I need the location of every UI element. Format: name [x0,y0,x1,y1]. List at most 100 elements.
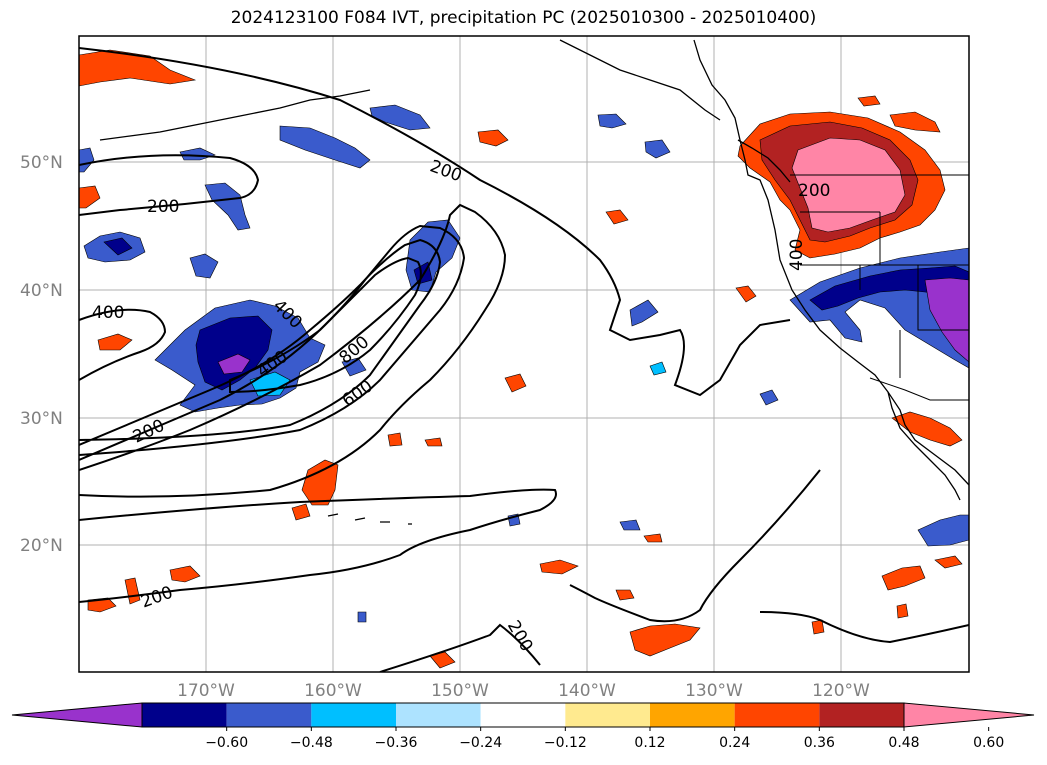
longitude-labels: 170°W 160°W 150°W 140°W 130°W 120°W [177,681,870,701]
state-borders [800,211,969,378]
neg-patch-small5 [629,299,659,327]
contour-label: 200 [147,197,179,217]
colorbar-tick-label: 0.48 [888,735,919,751]
pos-patch-small-g [387,432,403,447]
pos-patch-small-o [629,623,701,657]
contour-label: 400 [787,239,807,271]
pos-patch-pnw-ne [889,111,941,133]
pos-patch-mx4 [811,619,825,635]
pos-patch-small-a [97,333,133,351]
colorbar-tick-label: 0.24 [719,735,750,751]
pos-patch-small-q [735,285,757,303]
neg-patch-small7 [649,361,667,376]
neg-patch-small10 [619,519,641,531]
pos-patch-small-r [857,95,881,107]
lon-label-120w: 120°W [812,681,870,701]
us-mexico-border [869,377,969,401]
contour-200-se [379,611,969,672]
pos-patch-pnw-pink [791,137,906,233]
political-borders [790,174,969,401]
colorbar-swatch [480,703,566,727]
lat-label-50: 50°N [20,153,63,173]
latitude-labels: 50°N 40°N 30°N 20°N [20,153,63,556]
contour-400-west [79,308,167,381]
hawaii-islands [327,513,412,525]
neg-patch-upper3 [179,147,216,161]
colorbar-swatch [226,703,312,727]
pos-patch-small-d [504,373,527,393]
neg-patch-ca-purple [924,277,969,363]
contour-label: 200 [138,583,175,613]
neg-patch-edge1 [79,147,95,173]
map-title: 2024123100 F084 IVT, precipitation PC (2… [230,8,817,28]
pos-patch-mx3 [896,603,909,619]
pos-patch-small-e [301,459,339,506]
colorbar-swatch [819,703,904,727]
neg-patch-small1 [204,182,251,231]
contour-200-south [79,488,557,603]
coastlines [99,39,969,525]
lon-label-160w: 160°W [304,681,362,701]
colorbar-tick-label: −0.24 [459,735,502,751]
pos-patch-mx2 [934,555,963,569]
colorbar-tick-label: −0.12 [544,735,587,751]
contour-200-nw [79,154,260,216]
neg-patch-central-core [195,315,273,391]
contour-label: 200 [427,156,464,186]
neg-patch-left-core [103,237,133,256]
neg-patch-upper [279,125,371,169]
neg-patch-small6 [341,357,367,377]
contour-label: 200 [503,617,537,655]
pos-patch-small-h [424,437,443,447]
vancouver-island [737,139,791,183]
contour-200-north [79,47,791,397]
neg-patch-small2 [189,253,219,279]
north-america-coast [693,39,969,486]
colorbar-extension-high [903,702,1035,728]
map-frame [78,35,970,673]
neg-patch-small4 [644,139,671,159]
map-area: 200 200 400 400 400 800 600 200 200 200 … [79,36,969,672]
pos-patch-small-b [477,129,509,147]
lon-label-150w: 150°W [431,681,489,701]
colorbar-tick-label: −0.36 [375,735,418,751]
pos-patch-small-i [169,565,201,583]
pos-patch-baja [891,411,963,447]
contour-label: 200 [798,181,830,201]
contour-200-outer-ar [79,203,507,498]
pos-patch-small-f [291,503,311,521]
neg-patch-upper2 [369,104,431,131]
colorbar-swatch [734,703,820,727]
lon-label-130w: 130°W [685,681,743,701]
pos-patch-edge-left [79,185,101,209]
baja-peninsula [887,391,961,501]
neg-patch-small11 [357,611,367,623]
contour-200-sw [569,469,821,623]
colorbar-swatch [565,703,650,727]
colorbar-tick-label: −0.48 [290,735,333,751]
pos-patch-nw-edge [79,49,197,87]
colorbar-swatch [650,703,735,727]
lat-label-20: 20°N [20,536,63,556]
contour-400-ar [79,224,466,461]
colorbar-swatch [396,703,481,727]
colorbar-tick-label: −0.60 [205,735,248,751]
colorbar-swatch [311,703,396,727]
colorbar-tick-label: 0.36 [804,735,835,751]
negative-anomaly-patches [79,104,969,623]
lat-label-40: 40°N [20,281,63,301]
pos-patch-small-k [124,577,141,605]
neg-patch-central-purple [217,353,251,375]
gridlines [79,36,969,672]
lon-label-170w: 170°W [177,681,235,701]
neg-patch-small3 [597,113,627,129]
lat-label-30: 30°N [20,409,63,429]
contour-label: 400 [92,303,124,323]
colorbar-extension-low [11,702,143,728]
pos-patch-small-n [643,533,663,543]
pos-patch-mx1 [881,565,926,591]
neg-patch-small8 [759,389,779,406]
colorbar-tick-label: 0.60 [973,735,1004,751]
pos-patch-small-c [605,209,629,225]
